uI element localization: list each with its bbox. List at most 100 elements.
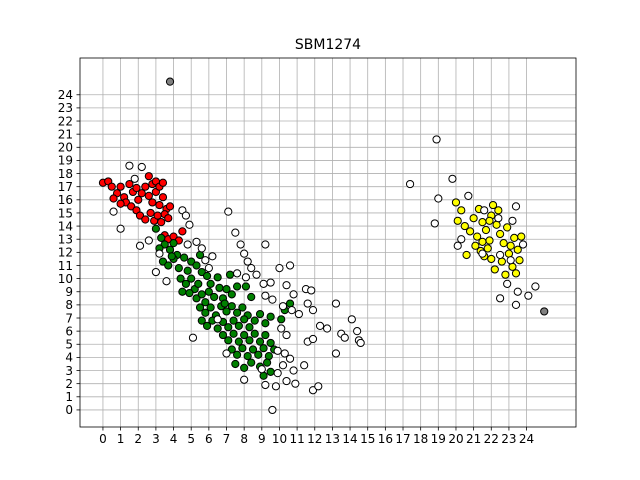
series-yellow bbox=[451, 198, 526, 279]
point-white bbox=[261, 240, 270, 249]
point-white bbox=[192, 237, 201, 246]
point-green bbox=[250, 316, 259, 325]
point-green bbox=[238, 303, 247, 312]
point-red bbox=[132, 183, 141, 193]
point-red bbox=[158, 178, 168, 187]
point-white bbox=[430, 219, 439, 228]
point-yellow bbox=[513, 245, 522, 254]
x-tick-label: 18 bbox=[413, 432, 428, 446]
point-white bbox=[314, 382, 323, 391]
point-green bbox=[210, 292, 219, 302]
x-tick-label: 24 bbox=[519, 432, 534, 446]
point-white bbox=[137, 162, 146, 172]
y-tick-label: 7 bbox=[65, 311, 73, 325]
point-white bbox=[323, 324, 332, 333]
point-white bbox=[331, 349, 341, 358]
point-green bbox=[202, 321, 212, 330]
point-yellow bbox=[504, 249, 514, 258]
y-tick-label: 12 bbox=[58, 246, 73, 260]
point-red bbox=[144, 172, 153, 181]
point-white bbox=[289, 366, 298, 375]
point-green bbox=[231, 359, 240, 369]
point-white bbox=[273, 346, 282, 355]
point-white bbox=[241, 273, 251, 282]
point-green bbox=[240, 363, 249, 373]
point-white bbox=[506, 256, 515, 265]
x-tick-label: 7 bbox=[223, 432, 231, 446]
x-tick-label: 4 bbox=[170, 432, 178, 446]
point-white bbox=[224, 207, 233, 216]
point-green bbox=[248, 345, 258, 354]
point-green bbox=[266, 312, 275, 321]
point-yellow bbox=[485, 236, 494, 245]
point-white bbox=[268, 405, 277, 415]
point-white bbox=[291, 379, 300, 388]
point-yellow bbox=[485, 216, 494, 225]
point-yellow bbox=[483, 244, 492, 253]
point-red bbox=[137, 189, 146, 198]
point-yellow bbox=[478, 218, 487, 227]
y-tick-label: 8 bbox=[65, 298, 73, 312]
y-tick-label: 22 bbox=[58, 114, 73, 128]
point-green bbox=[187, 274, 196, 283]
series-green bbox=[151, 224, 295, 380]
point-white bbox=[232, 269, 242, 278]
point-white bbox=[252, 270, 261, 279]
point-white bbox=[453, 241, 462, 250]
point-white bbox=[285, 354, 295, 363]
x-tick-label: 8 bbox=[240, 432, 248, 446]
x-tick-label: 17 bbox=[395, 432, 410, 446]
x-tick-label: 21 bbox=[466, 432, 481, 446]
point-red bbox=[109, 194, 118, 203]
point-white bbox=[308, 334, 318, 344]
x-tick-label: 16 bbox=[378, 432, 393, 446]
point-green bbox=[195, 303, 205, 312]
point-white bbox=[508, 216, 517, 225]
point-green bbox=[218, 330, 228, 340]
point-white bbox=[275, 264, 284, 273]
point-red bbox=[155, 200, 164, 210]
point-yellow bbox=[488, 200, 498, 210]
point-yellow bbox=[503, 223, 512, 232]
point-green bbox=[245, 323, 254, 332]
y-tick-label: 19 bbox=[58, 154, 73, 168]
point-white bbox=[448, 174, 457, 183]
point-white bbox=[289, 290, 298, 299]
point-red bbox=[144, 191, 153, 200]
y-tick-label: 9 bbox=[65, 285, 73, 299]
series-gray bbox=[165, 77, 549, 316]
y-tick-label: 18 bbox=[58, 167, 73, 181]
point-yellow bbox=[492, 220, 501, 229]
point-yellow bbox=[460, 221, 469, 231]
point-white bbox=[257, 365, 266, 374]
point-red bbox=[164, 214, 173, 223]
point-green bbox=[169, 239, 178, 248]
x-tick-label: 22 bbox=[484, 432, 499, 446]
point-green bbox=[165, 245, 175, 254]
point-white bbox=[518, 240, 528, 249]
point-white bbox=[240, 249, 249, 258]
point-white bbox=[495, 294, 505, 303]
point-white bbox=[247, 264, 256, 273]
point-green bbox=[234, 321, 243, 330]
x-tick-label: 3 bbox=[152, 432, 160, 446]
point-green bbox=[204, 287, 213, 296]
point-green bbox=[263, 358, 272, 367]
point-red bbox=[107, 182, 116, 191]
point-green bbox=[213, 324, 222, 333]
point-yellow bbox=[511, 269, 521, 278]
point-white bbox=[135, 241, 145, 250]
point-green bbox=[151, 224, 161, 233]
point-green bbox=[232, 308, 242, 317]
point-white bbox=[495, 250, 505, 260]
point-white bbox=[125, 161, 134, 170]
point-white bbox=[457, 235, 466, 244]
point-red bbox=[153, 211, 162, 220]
point-green bbox=[277, 315, 286, 324]
x-tick-label: 0 bbox=[99, 432, 107, 446]
point-white bbox=[151, 267, 161, 277]
point-green bbox=[266, 338, 275, 348]
y-tick-label: 4 bbox=[65, 351, 73, 365]
